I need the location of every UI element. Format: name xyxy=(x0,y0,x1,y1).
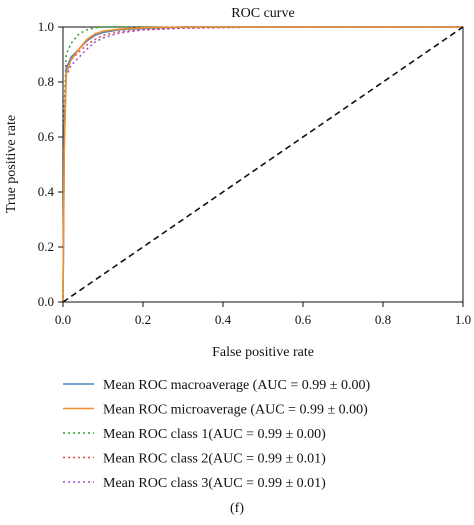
legend: Mean ROC macroaverage (AUC = 0.99 ± 0.00… xyxy=(63,378,370,491)
figure-caption: (f) xyxy=(230,501,244,516)
y-tick-label: 0.0 xyxy=(38,294,54,309)
x-tick-label: 0.2 xyxy=(135,312,151,327)
plot-area xyxy=(62,26,464,303)
x-axis-label: False positive rate xyxy=(212,345,314,360)
x-tick-label: 0.8 xyxy=(375,312,391,327)
x-tick-label: 0.4 xyxy=(215,312,232,327)
chance-reference-line xyxy=(62,26,464,303)
x-tick-label: 0.6 xyxy=(295,312,312,327)
y-tick-label: 0.8 xyxy=(38,74,54,89)
legend-label: Mean ROC class 2(AUC = 0.99 ± 0.01) xyxy=(103,452,326,467)
chart-title: ROC curve xyxy=(231,6,294,21)
x-tick-label: 1.0 xyxy=(455,312,471,327)
x-axis-ticks: 0.0 0.2 0.4 0.6 0.8 1.0 xyxy=(55,302,471,327)
y-tick-label: 0.4 xyxy=(38,184,55,199)
y-tick-label: 0.6 xyxy=(38,129,55,144)
series-layer xyxy=(62,26,464,303)
legend-label: Mean ROC class 1(AUC = 0.99 ± 0.00) xyxy=(103,427,326,442)
y-axis-label: True positive rate xyxy=(4,115,19,213)
legend-label: Mean ROC microaverage (AUC = 0.99 ± 0.00… xyxy=(103,403,368,418)
y-axis-ticks: 0.0 0.2 0.4 0.6 0.8 1.0 xyxy=(38,19,63,309)
legend-label: Mean ROC class 3(AUC = 0.99 ± 0.01) xyxy=(103,476,326,491)
y-tick-label: 0.2 xyxy=(38,239,54,254)
x-tick-label: 0.0 xyxy=(55,312,71,327)
roc-series-line xyxy=(62,26,463,303)
legend-label: Mean ROC macroaverage (AUC = 0.99 ± 0.00… xyxy=(103,378,370,393)
y-tick-label: 1.0 xyxy=(38,19,54,34)
